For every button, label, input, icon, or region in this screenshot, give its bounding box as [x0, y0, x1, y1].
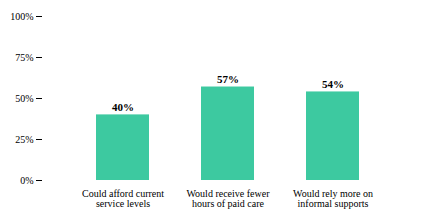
svg-text:Would rely more oninformal sup: Would rely more oninformal supports	[293, 188, 373, 209]
svg-text:50%: 50%	[15, 93, 33, 104]
svg-text:100%: 100%	[10, 11, 33, 22]
svg-text:Could afford currentservice le: Could afford currentservice levels	[82, 188, 164, 209]
svg-text:0%: 0%	[20, 175, 33, 186]
svg-text:57%: 57%	[217, 73, 239, 85]
svg-text:40%: 40%	[112, 101, 134, 113]
svg-text:Would receive fewerhours of pa: Would receive fewerhours of paid care	[186, 188, 270, 209]
svg-text:25%: 25%	[15, 134, 33, 145]
svg-text:75%: 75%	[15, 52, 33, 63]
svg-text:54%: 54%	[322, 78, 344, 90]
